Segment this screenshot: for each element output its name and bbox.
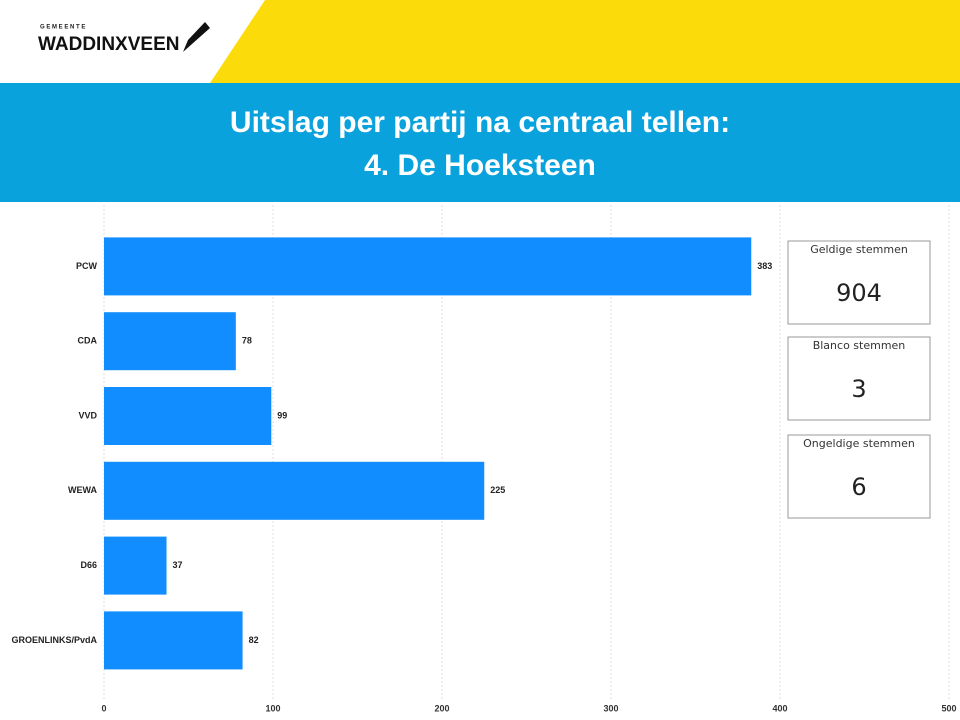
category-label: VVD (78, 410, 97, 420)
value-label: 37 (173, 560, 183, 570)
card (787, 336, 931, 421)
title-band (0, 83, 960, 202)
card (787, 434, 931, 519)
logo-name: WADDINXVEEN (38, 34, 179, 55)
category-label: PCW (76, 261, 98, 271)
value-label: 225 (490, 485, 505, 495)
header-accent (210, 0, 960, 83)
value-label: 99 (277, 410, 287, 420)
bar (104, 312, 236, 371)
chart-title: Uitslag per partij na centraal tellen: (230, 106, 730, 139)
bar (104, 237, 752, 296)
bar (104, 536, 167, 595)
x-tick-label: 500 (941, 703, 956, 713)
bar (104, 611, 243, 670)
logo-top: G E M E E N T E (40, 25, 85, 31)
bar (104, 387, 272, 445)
x-tick-label: 300 (603, 703, 618, 713)
x-tick-label: 0 (101, 703, 106, 713)
category-label: CDA (78, 336, 98, 346)
card-label: Blanco stemmen (813, 339, 906, 352)
x-tick-label: 200 (434, 703, 449, 713)
x-tick-label: 100 (265, 703, 280, 713)
category-label: D66 (80, 560, 97, 570)
plot: 0 100 200 300 400 500 PCW 383 CDA 78 VVD 99 WEWA 225 D… (11, 205, 957, 713)
card-value: 6 (851, 473, 866, 501)
x-tick-label: 400 (772, 703, 787, 713)
card-value: 904 (836, 279, 882, 307)
category-label: WEWA (68, 485, 97, 495)
card (787, 240, 931, 325)
card-label: Geldige stemmen (810, 243, 908, 256)
value-label: 78 (242, 336, 252, 346)
chart-subtitle: 4. De Hoeksteen (364, 149, 596, 182)
value-label: 383 (757, 261, 772, 271)
logo-emblem (183, 22, 210, 52)
card-value: 3 (851, 375, 866, 403)
card-label: Ongeldige stemmen (803, 437, 915, 450)
value-label: 82 (249, 635, 259, 645)
cards: Geldige stemmen 904 Blanco stemmen 3 Ongeldi… (787, 240, 931, 519)
category-label: GROENLINKS/PvdA (11, 635, 97, 645)
bar (104, 461, 485, 520)
